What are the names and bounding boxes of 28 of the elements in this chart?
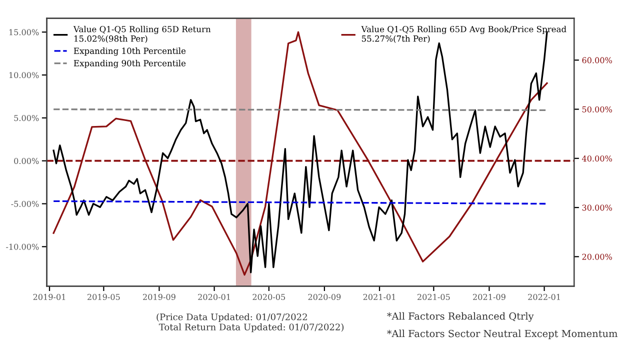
x-tick-label: 2021-09 (473, 294, 506, 300)
x-tick-label: 2019-09 (143, 294, 176, 300)
legend-label: Value Q1-Q5 Rolling 65D Return 15.02%(98th Per) (73, 26, 211, 43)
y-tick-label: -10.00% (6, 244, 39, 250)
x-tick-label: 2020-05 (252, 294, 286, 300)
x-tick-label: 2022-01 (528, 294, 560, 300)
text: (Price Data Updated: 01/07/2022 Total Return Data Updated: 01/07/2022) (156, 313, 344, 332)
text: *All Factors Rebalanced Qtrly (387, 312, 534, 322)
y-tick-label: 10.00% (9, 72, 39, 78)
x-tick-label: 2020-01 (198, 294, 230, 300)
legend-label: Value Q1-Q5 Rolling 65D Avg Book/Price Spread 55.27%(7th Per) (361, 26, 566, 43)
y-tick-label: -5.00% (11, 200, 39, 207)
y-tick-label: 0.00% (14, 158, 39, 164)
y2-tick-label: 40.00% (582, 155, 612, 162)
legend-label: Expanding 90th Percentile (74, 60, 186, 68)
x-tick-label: 2020-09 (308, 294, 341, 300)
y2-tick-label: 60.00% (582, 57, 612, 64)
x-tick-label: 2019-05 (87, 294, 120, 300)
y2-tick-label: 30.00% (582, 204, 612, 211)
x-tick-label: 2021-01 (363, 294, 396, 300)
x-tick-label: 2021-05 (417, 294, 450, 300)
y2-tick-label: 50.00% (582, 106, 612, 112)
y2-tick-label: 20.00% (582, 254, 612, 260)
x-tick-label: 2019-01 (33, 294, 66, 300)
y-tick-label: 5.00% (14, 114, 39, 122)
y-tick-label: 15.00% (9, 29, 39, 36)
text: *All Factors Sector Neutral Except Momentum (387, 330, 618, 340)
legend-label: Expanding 10th Percentile (74, 48, 186, 56)
